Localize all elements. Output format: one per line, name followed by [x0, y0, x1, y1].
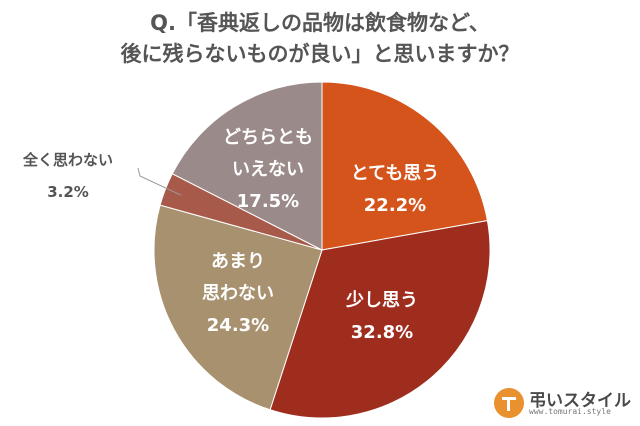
chart-title-line-1: Q.「香典返しの品物は飲食物など、: [150, 11, 490, 35]
logo-icon: [494, 388, 524, 418]
pie-slice: [171, 81, 323, 251]
logo-name: 弔いスタイル: [529, 391, 631, 411]
pie-slice: [269, 220, 491, 419]
slice-category-label: いえない: [232, 159, 304, 180]
slice-value-label: 24.3%: [207, 315, 269, 336]
chart-title: Q.「香典返しの品物は飲食物など、 後に残らないものが良い」と思いますか？: [0, 8, 640, 70]
pie-slice: [153, 204, 323, 411]
slice-category-label: 全く思わない: [22, 151, 113, 169]
pie-slice: [321, 81, 488, 251]
slice-category-label: 少し思う: [345, 290, 418, 311]
slice-category-label: あまり: [211, 251, 265, 272]
slice-category-label: 思わない: [202, 283, 274, 304]
logo-url: www.tomurai.style: [529, 407, 611, 416]
chart-title-line-2: 後に残らないものが良い」と思いますか？: [120, 42, 520, 66]
slice-value-label: 32.8%: [351, 322, 413, 343]
slice-value-label: 3.2%: [47, 183, 89, 201]
brand-logo: 弔いスタイル www.tomurai.style: [494, 384, 634, 422]
slice-category-label: どちらとも: [223, 127, 313, 148]
slice-category-label: とても思う: [351, 163, 440, 184]
slice-value-label: 17.5%: [237, 191, 299, 212]
leader-line: [137, 167, 182, 196]
slice-value-label: 22.2%: [364, 195, 426, 216]
